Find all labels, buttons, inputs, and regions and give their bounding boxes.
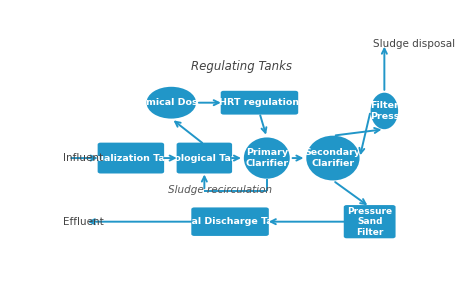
FancyBboxPatch shape bbox=[191, 207, 269, 236]
Text: Pressure
Sand
Filter: Pressure Sand Filter bbox=[347, 207, 392, 237]
Text: Sludge disposal: Sludge disposal bbox=[374, 39, 456, 49]
Ellipse shape bbox=[146, 87, 196, 119]
FancyBboxPatch shape bbox=[221, 91, 298, 114]
Text: Filter
Press: Filter Press bbox=[370, 101, 399, 121]
Ellipse shape bbox=[371, 93, 398, 129]
FancyBboxPatch shape bbox=[98, 143, 164, 174]
Text: Chemical Dosage: Chemical Dosage bbox=[126, 98, 217, 107]
Text: Secondary
Clarifier: Secondary Clarifier bbox=[305, 148, 361, 168]
Text: Equalization Tank: Equalization Tank bbox=[84, 154, 178, 162]
Ellipse shape bbox=[244, 137, 290, 179]
Ellipse shape bbox=[306, 136, 360, 181]
Text: Primary
Clarifier: Primary Clarifier bbox=[245, 148, 288, 168]
Text: Biological Tank: Biological Tank bbox=[164, 154, 245, 162]
Text: Effluent: Effluent bbox=[63, 217, 104, 227]
FancyBboxPatch shape bbox=[344, 205, 396, 238]
Text: HRT regulation: HRT regulation bbox=[219, 98, 300, 107]
Text: Regulating Tanks: Regulating Tanks bbox=[191, 60, 292, 73]
Text: Influent: Influent bbox=[63, 153, 103, 163]
Text: Final Discharge Tank: Final Discharge Tank bbox=[174, 217, 285, 226]
Text: Sludge recirculation: Sludge recirculation bbox=[168, 185, 272, 195]
FancyBboxPatch shape bbox=[177, 143, 232, 174]
